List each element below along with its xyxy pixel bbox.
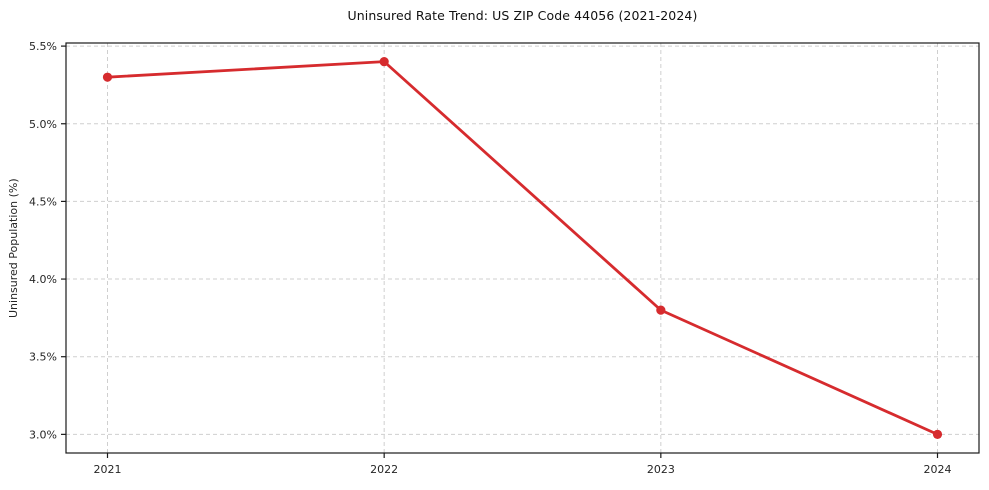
data-point	[656, 305, 666, 315]
y-tick-label: 4.5%	[29, 195, 57, 208]
chart-title: Uninsured Rate Trend: US ZIP Code 44056 …	[347, 8, 698, 23]
x-tick-label: 2024	[924, 463, 952, 476]
y-tick-label: 3.0%	[29, 428, 57, 441]
trend-line	[106, 60, 939, 436]
y-tick-label: 4.0%	[29, 273, 57, 286]
x-tick-label: 2022	[370, 463, 398, 476]
data-point	[102, 72, 113, 82]
data-point	[932, 429, 943, 439]
axes-frame	[65, 42, 980, 454]
x-tick-label: 2023	[647, 463, 675, 476]
y-tick-label: 3.5%	[29, 351, 57, 364]
y-tick-label: 5.5%	[29, 40, 57, 53]
y-tick-label: 5.0%	[29, 118, 57, 131]
data-point	[379, 57, 389, 67]
x-tick-label: 2021	[94, 463, 122, 476]
